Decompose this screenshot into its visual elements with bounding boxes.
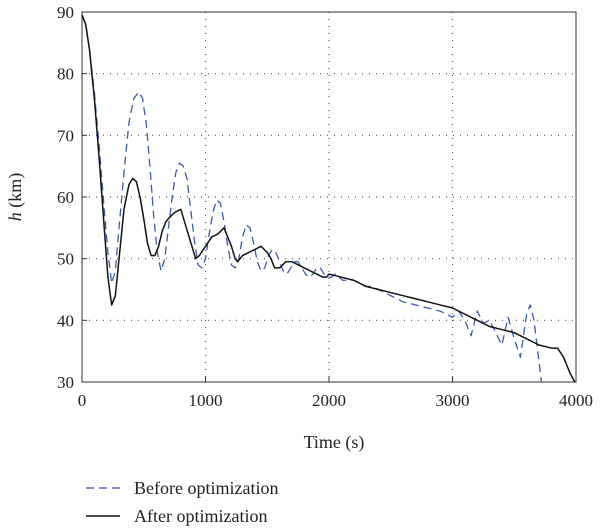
series-layer bbox=[82, 14, 576, 382]
x-tick-label: 4000 bbox=[559, 391, 593, 410]
plot-frame bbox=[81, 11, 577, 383]
y-axis-label: h (km) bbox=[5, 173, 26, 222]
y-tick-label: 50 bbox=[57, 250, 74, 269]
x-tick-label: 3000 bbox=[436, 391, 470, 410]
x-tick-label: 0 bbox=[78, 391, 87, 410]
y-axis-label-unit: (km) bbox=[5, 173, 26, 213]
y-tick-label: 70 bbox=[57, 126, 74, 145]
series-line-after-optimization bbox=[82, 14, 576, 382]
x-tick-label: 2000 bbox=[312, 391, 346, 410]
grid bbox=[82, 12, 576, 382]
series-line-before-optimization bbox=[82, 14, 543, 382]
y-tick-label: 90 bbox=[57, 3, 74, 22]
y-tick-label: 30 bbox=[57, 373, 74, 392]
axis-ticks: 0 1000 2000 3000 4000 30 40 50 60 70 80 90 bbox=[57, 3, 593, 410]
legend-label-before: Before optimization bbox=[134, 478, 278, 498]
y-axis-label-variable: h bbox=[5, 212, 25, 221]
y-tick-label: 40 bbox=[57, 311, 74, 330]
y-tick-label: 60 bbox=[57, 188, 74, 207]
legend: Before optimization After optimization bbox=[86, 478, 278, 526]
x-axis-label: Time (s) bbox=[304, 432, 365, 453]
legend-label-after: After optimization bbox=[134, 506, 267, 526]
x-tick-label: 1000 bbox=[189, 391, 223, 410]
y-tick-label: 80 bbox=[57, 65, 74, 84]
